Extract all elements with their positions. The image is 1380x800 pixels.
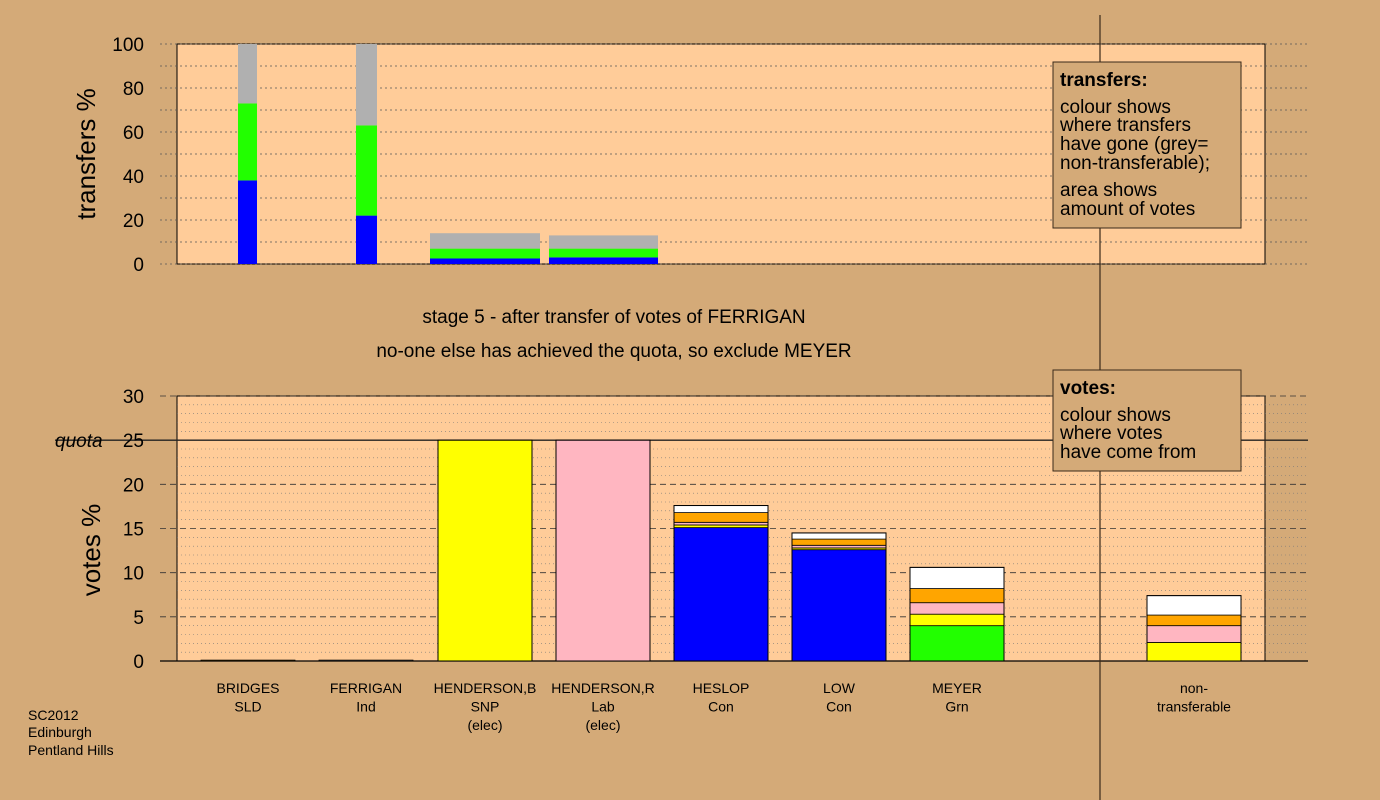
- y-tick-label: 40: [123, 167, 144, 188]
- transfer-segment-nontransferable: [430, 233, 540, 249]
- candidate-label: LOW: [823, 680, 856, 696]
- vote-segment-sld: [200, 659, 296, 662]
- vote-segment-sld: [1146, 614, 1242, 627]
- transfers-legend-line: amount of votes: [1060, 199, 1195, 220]
- candidate-bar-outline: [791, 532, 887, 662]
- transfer-segment-con: [549, 257, 658, 264]
- vote-segment-lab: [909, 602, 1005, 615]
- candidate-label: (elec): [467, 717, 502, 733]
- y-tick-label: 60: [123, 123, 144, 144]
- votes-legend-line: where votes: [1059, 423, 1162, 444]
- y-tick-label: 15: [123, 520, 144, 541]
- vote-segment-con: [673, 527, 769, 662]
- candidate-bar-outline: [555, 439, 651, 662]
- vote-segment-sld: [909, 588, 1005, 604]
- transfer-segment-con: [356, 215, 377, 264]
- candidate-label: HESLOP: [693, 680, 750, 696]
- y-tick-label: 20: [123, 211, 144, 232]
- vote-segment-lab: [1146, 625, 1242, 643]
- transfers-legend-line: non-transferable);: [1060, 153, 1210, 174]
- candidate-label: (elec): [585, 717, 620, 733]
- votes-bars: [200, 439, 1242, 662]
- candidate-bar-outline: [909, 566, 1005, 662]
- votes-legend-box: [1052, 369, 1242, 472]
- vote-segment-lab: [555, 439, 651, 662]
- y-tick-label: 80: [123, 79, 144, 100]
- votes-legend-line: have come from: [1060, 442, 1196, 463]
- votes-legend: votes: colour shows where votes have com…: [1052, 369, 1242, 472]
- candidate-label: SLD: [234, 699, 261, 715]
- y-tick-label: 20: [123, 475, 144, 496]
- transfers-legend: transfers: colour shows where transfers …: [1052, 61, 1242, 229]
- action-caption: no-one else has achieved the quota, so e…: [376, 341, 851, 362]
- transfers-legend-line: area shows: [1060, 180, 1157, 201]
- transfer-segment-con: [430, 258, 540, 264]
- vote-segment-snp: [437, 439, 533, 662]
- y-tick-label: 10: [123, 564, 144, 585]
- transfers-legend-title: transfers:: [1060, 70, 1148, 91]
- vote-segment-con: [791, 549, 887, 662]
- candidate-label: MEYER: [932, 680, 982, 696]
- candidate-label: non-: [1180, 680, 1208, 696]
- candidate-label: Grn: [945, 699, 968, 715]
- transfers-bars: [238, 44, 658, 264]
- stage-caption: stage 5 - after transfer of votes of FER…: [422, 307, 805, 328]
- y-tick-label: 100: [112, 35, 144, 56]
- vote-segment-ind: [673, 505, 769, 513]
- transfer-segment-grn: [356, 125, 377, 216]
- transfer-segment-con: [238, 180, 257, 264]
- transfers-legend-box: [1052, 61, 1242, 229]
- footer-line: SC2012: [28, 707, 79, 723]
- candidate-label: HENDERSON,R: [551, 680, 654, 696]
- candidate-bar-outline: [673, 505, 769, 662]
- candidate-bar-outline: [1146, 595, 1242, 662]
- vote-segment-ind: [909, 566, 1005, 589]
- votes-y-axis-title: votes %: [76, 504, 106, 597]
- candidate-label: Con: [826, 699, 852, 715]
- vote-segment-ind: [1146, 595, 1242, 616]
- transfers-y-ticks: 0 20 40 60 80 100: [112, 35, 144, 276]
- candidate-labels: BRIDGES SLD FERRIGAN Ind HENDERSON,B SNP (elec…: [216, 680, 1231, 733]
- transfers-legend-line: colour shows: [1060, 97, 1171, 118]
- transfers-legend-line: have gone (grey=: [1060, 134, 1208, 155]
- votes-legend-title: votes:: [1060, 378, 1116, 399]
- votes-legend-line: colour shows: [1060, 405, 1171, 426]
- transfers-y-axis-title: transfers %: [71, 88, 101, 220]
- candidate-label: transferable: [1157, 699, 1231, 715]
- transfers-legend-line: where transfers: [1059, 115, 1191, 136]
- quota-label: quota: [55, 431, 103, 452]
- y-tick-label: 0: [133, 652, 144, 673]
- candidate-label: Ind: [356, 699, 375, 715]
- transfer-segment-grn: [549, 248, 658, 258]
- candidate-label: BRIDGES: [216, 680, 279, 696]
- transfer-segment-nontransferable: [238, 44, 257, 104]
- transfer-segment-nontransferable: [356, 44, 377, 126]
- vote-segment-sld: [673, 512, 769, 523]
- vote-segment-grn: [909, 625, 1005, 662]
- vote-segment-sld: [791, 538, 887, 546]
- vote-segment-snp: [909, 613, 1005, 627]
- vote-segment-ind: [791, 532, 887, 540]
- vote-segment-snp: [1146, 642, 1242, 662]
- footer-line: Edinburgh: [28, 724, 92, 740]
- vote-segment-ind: [318, 659, 414, 662]
- y-tick-label: 25: [123, 431, 144, 452]
- candidate-label: FERRIGAN: [330, 680, 402, 696]
- votes-y-ticks: 0 5 10 15 20 25 30: [123, 387, 144, 673]
- y-tick-label: 0: [133, 255, 144, 276]
- candidate-label: Con: [708, 699, 734, 715]
- candidate-label: HENDERSON,B: [434, 680, 537, 696]
- y-tick-label: 30: [123, 387, 144, 408]
- candidate-label: SNP: [471, 699, 500, 715]
- transfer-segment-grn: [238, 103, 257, 181]
- candidate-bar-outline: [437, 439, 533, 662]
- y-tick-label: 5: [133, 608, 144, 629]
- candidate-label: Lab: [591, 699, 615, 715]
- transfer-segment-grn: [430, 248, 540, 259]
- footer-line: Pentland Hills: [28, 742, 114, 758]
- transfer-segment-nontransferable: [549, 235, 658, 249]
